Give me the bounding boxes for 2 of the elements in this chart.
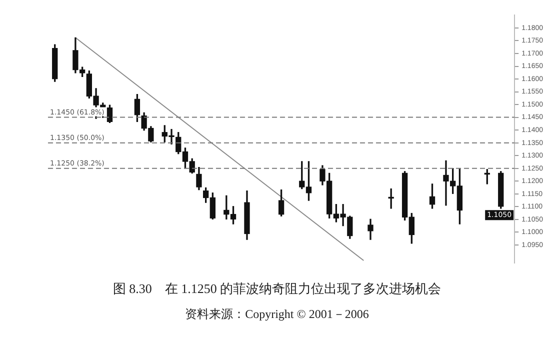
text: 资料来源：Copyright © 2001－2006 xyxy=(184,306,370,323)
text: 图 8.30 在 1.1250 的菲波纳奇阻力位出现了多次进场机会 xyxy=(112,280,442,298)
